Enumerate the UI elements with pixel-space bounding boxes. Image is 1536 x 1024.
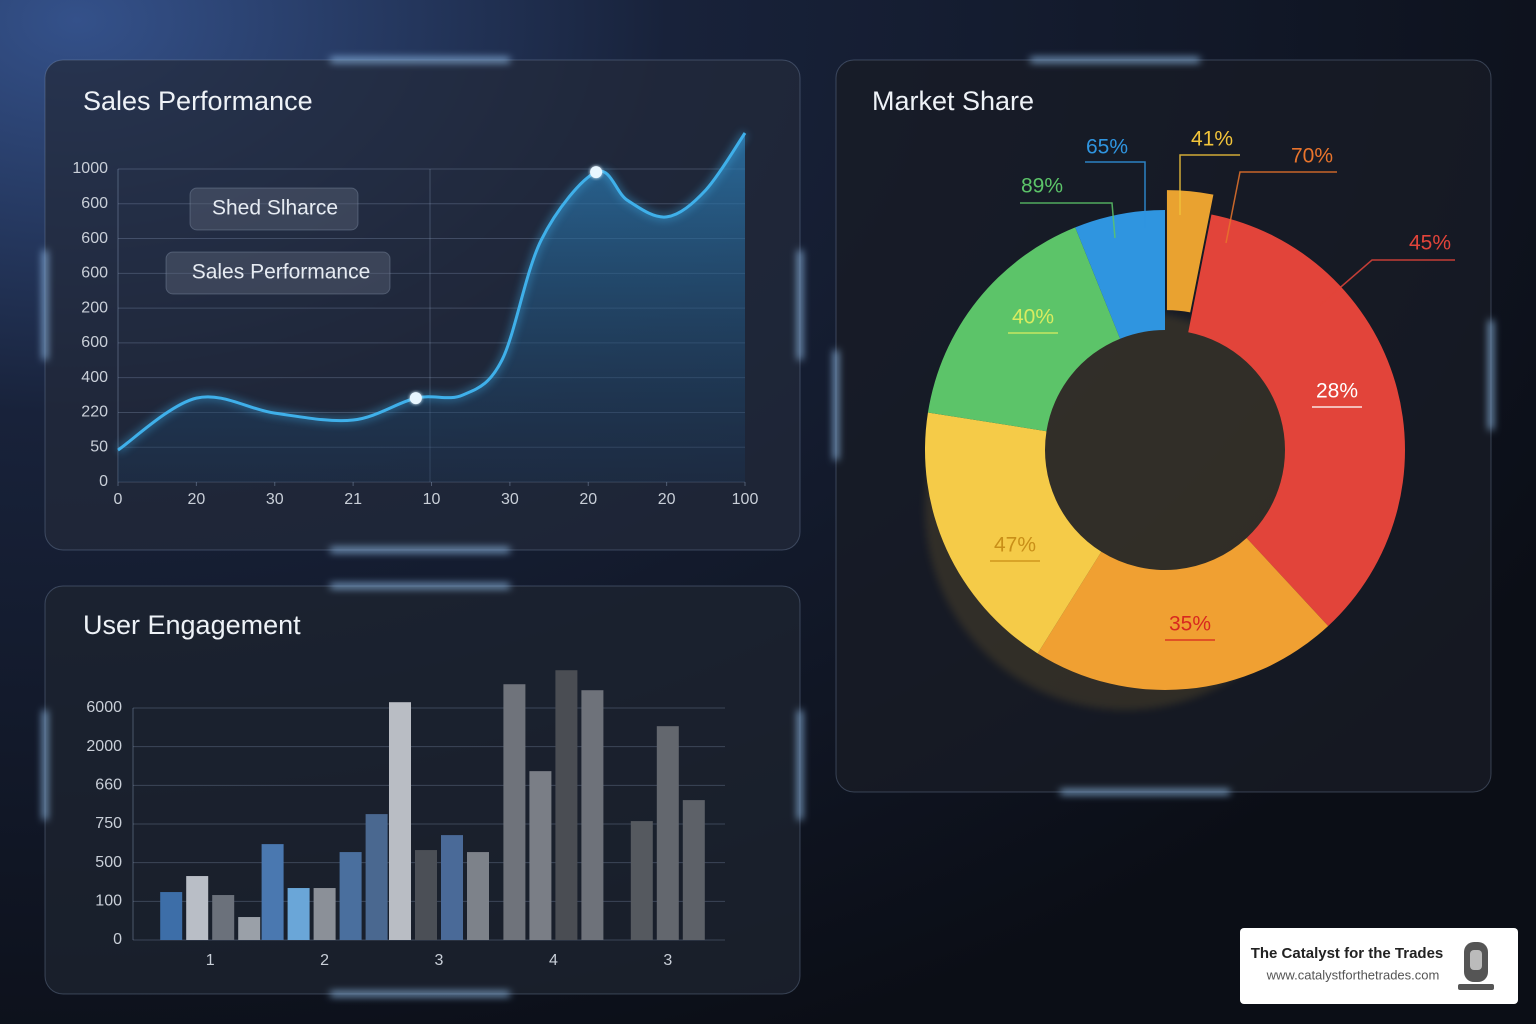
pie-slice	[1037, 537, 1329, 690]
leader-line	[1179, 154, 1240, 215]
slice-label: 45%	[1409, 232, 1451, 255]
annotation: Shed Slharce	[212, 197, 338, 220]
slice-label: 35%	[1169, 613, 1211, 636]
x-tick-label: 4	[549, 952, 558, 969]
bar	[238, 917, 261, 940]
bar	[339, 852, 362, 940]
pie-slice	[1166, 190, 1214, 313]
pie-slice	[1075, 210, 1165, 339]
annotation: Sales Performance	[192, 261, 371, 284]
x-tick-label: 2	[320, 952, 329, 969]
brand-url: www.catalystforthetrades.com	[1266, 967, 1440, 982]
brand-box	[1240, 928, 1518, 1004]
pie-chart: 65% 41% 70% 45% 89% 40% 28% 47% 35%	[925, 128, 1455, 710]
y-tick-label: 1000	[72, 160, 108, 177]
chart-title: User Engagement	[83, 610, 301, 640]
slice-label: 70%	[1291, 145, 1333, 168]
y-tick-label: 600	[81, 265, 108, 282]
slice-label: 65%	[1086, 136, 1128, 159]
bar	[467, 852, 489, 940]
x-tick-label: 20	[579, 491, 597, 508]
leader-line	[1225, 171, 1337, 244]
leader-line	[1319, 259, 1455, 306]
bar	[555, 670, 578, 940]
bar	[581, 690, 604, 940]
y-tick-label: 200	[81, 299, 108, 316]
y-tick-label: 0	[113, 931, 122, 948]
bar	[365, 814, 388, 940]
bar	[415, 850, 437, 940]
bar	[441, 835, 463, 940]
bar	[503, 684, 526, 940]
bar	[313, 888, 336, 940]
line	[117, 132, 747, 452]
brand-icon	[1458, 942, 1494, 990]
bar	[682, 800, 705, 940]
x-tick-label: 20	[658, 491, 676, 508]
x-tick-label: 10	[423, 491, 441, 508]
bar	[389, 702, 411, 940]
x-tick-label: 30	[501, 491, 519, 508]
y-tick-label: 600	[81, 195, 108, 212]
y-tick-label: 6000	[86, 699, 122, 716]
chart-title: Sales Performance	[83, 86, 313, 116]
y-tick-label: 600	[81, 230, 108, 247]
leader-line	[1020, 202, 1116, 239]
y-tick-label: 600	[81, 334, 108, 351]
x-tick-label: 1	[206, 952, 215, 969]
bar	[160, 892, 183, 940]
brand-name: The Catalyst for the Trades	[1251, 945, 1444, 962]
bar	[529, 771, 552, 940]
bar	[630, 821, 653, 940]
x-tick-label: 3	[435, 952, 444, 969]
area	[118, 133, 745, 482]
annotation-box	[165, 251, 391, 295]
y-tick-label: 100	[95, 893, 122, 910]
pie-slice	[927, 227, 1121, 432]
y-tick-label: 220	[81, 404, 108, 421]
y-tick-label: 750	[95, 815, 122, 832]
y-tick-label: 400	[81, 369, 108, 386]
y-tick-label: 0	[99, 473, 108, 490]
leader-line	[1085, 161, 1146, 228]
y-tick-label: 2000	[86, 738, 122, 755]
x-tick-label: 100	[732, 491, 759, 508]
bar	[186, 876, 209, 940]
bar	[212, 895, 235, 940]
x-tick-label: 20	[187, 491, 205, 508]
point-glow	[590, 166, 603, 179]
pie-slice	[1188, 214, 1406, 626]
slice-label: 47%	[994, 534, 1036, 557]
edge-glow	[43, 58, 1493, 996]
slice-label: 40%	[1012, 306, 1054, 329]
line-chart: 0 50 220 400 600 200 600 600 600 1000 0 20 30 21 10 30 2…	[72, 130, 759, 508]
x-tick-label: 30	[266, 491, 284, 508]
x-tick-label: 3	[663, 952, 672, 969]
x-tick-label: 0	[114, 491, 123, 508]
point-glow	[409, 392, 422, 405]
y-tick-label: 660	[95, 777, 122, 794]
bar-chart: 0 100 500 750 660 2000 6000 1 2 3 4 3	[86, 670, 725, 969]
y-tick-label: 500	[95, 854, 122, 871]
x-tick-label: 21	[344, 491, 362, 508]
annotation-box	[189, 187, 359, 231]
bar	[261, 844, 284, 940]
pie-slice	[925, 412, 1102, 654]
bar	[287, 888, 310, 940]
slice-label: 41%	[1191, 128, 1233, 151]
slice-label: 28%	[1316, 380, 1358, 403]
bar	[656, 726, 679, 940]
y-tick-label: 50	[90, 438, 108, 455]
slice-label: 89%	[1021, 175, 1063, 198]
chart-title: Market Share	[872, 86, 1034, 116]
